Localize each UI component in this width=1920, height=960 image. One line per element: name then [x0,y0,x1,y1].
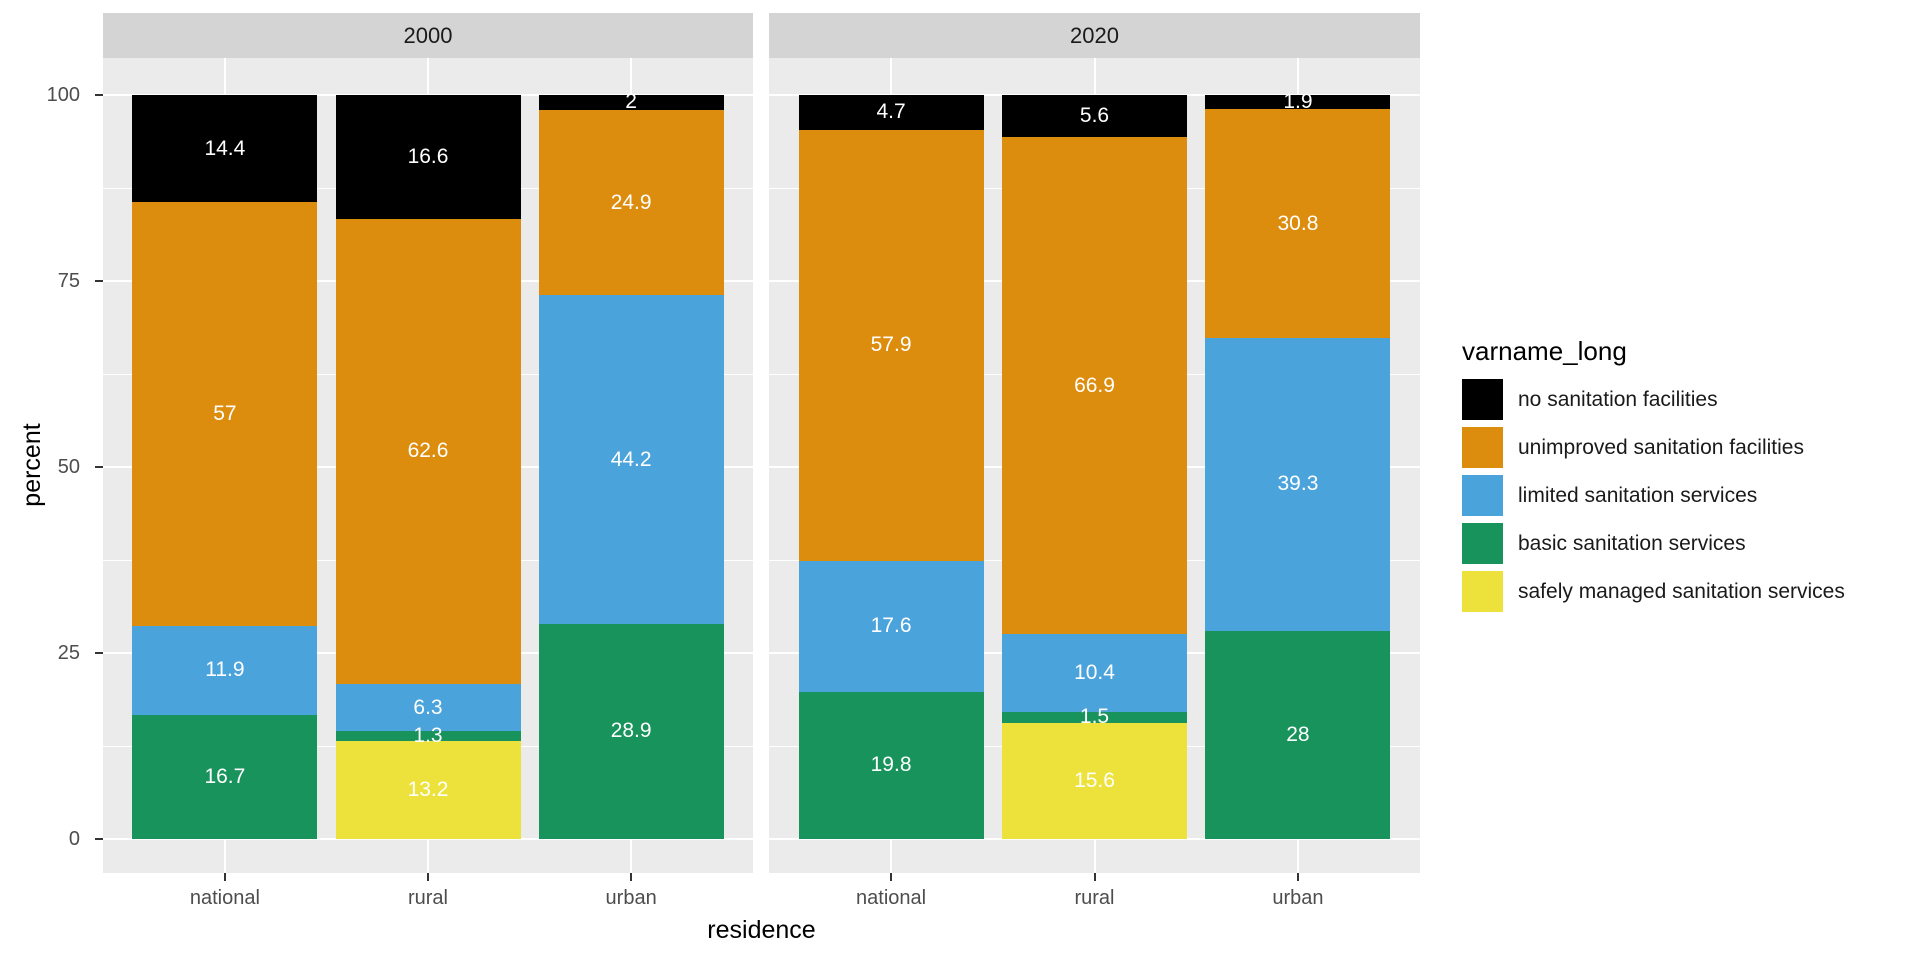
bar-segment [798,560,984,692]
bar-segment [335,684,521,732]
bar-segment [1002,136,1187,635]
x-tick-label: rural [1074,887,1115,909]
legend-item-label: basic sanitation services [1518,531,1746,555]
y-tick-label: 75 [57,270,80,292]
y-tick-mark [95,94,103,96]
bar-segment [132,714,318,839]
facet-strip-label: 2020 [1070,22,1119,48]
bar-segment [798,129,984,561]
facet-strip: 2020 [769,13,1420,58]
facet-panel: 19.8 17.6 57.9 4.7 15.6 1.5 10.4 66.9 5.6 28 39.3 3… [769,58,1420,873]
x-tick-label: urban [1272,887,1324,909]
bar-segment [1205,109,1391,339]
facet-panel: 16.7 11.9 57 14.4 13.2 1.3 6.3 62.6 16.6 28.9 44.2… [103,58,753,873]
facet-strip-label: 2000 [403,22,453,48]
facet-strip: 2000 [103,13,753,58]
x-tick-mark [1093,873,1096,881]
x-tick-mark [630,873,633,881]
x-tick-label: national [856,887,927,909]
x-tick-mark [427,873,429,881]
bar-segment [335,740,521,839]
y-tick-mark [95,466,103,468]
legend-color-swatch [1462,571,1503,612]
y-tick-label: 50 [57,456,80,478]
y-tick-label: 25 [57,642,80,664]
bar-segment [132,626,318,715]
bar-segment [335,731,521,741]
legend-items: no sanitation facilities unimproved sanit… [1462,379,1845,612]
legend-item-label: no sanitation facilities [1518,387,1718,411]
y-tick-label: 100 [46,84,80,106]
legend-color-swatch [1462,379,1503,420]
bar-segment [798,691,984,839]
legend-item: basic sanitation services [1462,523,1845,564]
x-tick-label: national [189,887,260,909]
bar-segment [1205,338,1391,631]
y-tick-mark [95,280,103,282]
bar-segment [132,95,318,203]
legend-item-label: safely managed sanitation services [1518,579,1845,603]
x-tick-label: rural [407,887,448,909]
y-tick-mark [95,652,103,654]
bar-segment [538,295,724,624]
bar-segment [538,95,724,110]
x-tick-mark [223,873,226,881]
x-tick-mark [1296,873,1299,881]
bar-segment [1002,634,1187,712]
legend-item: no sanitation facilities [1462,379,1845,420]
x-tick-label: urban [605,887,657,909]
bar-segment [335,218,521,685]
x-axis-title: residence [707,916,816,944]
bar-segment [798,95,984,130]
y-tick-label: 0 [68,828,80,850]
bar-segment [132,202,318,627]
legend: varname_long no sanitation facilities uni… [1462,336,1845,619]
bar-segment [1205,630,1391,839]
legend-title: varname_long [1462,336,1627,366]
legend-item: unimproved sanitation facilities [1462,427,1845,468]
bar-segment [1002,711,1187,723]
x-tick-mark [890,873,893,881]
legend-color-swatch [1462,475,1503,516]
bar-segment [1002,722,1187,839]
bar-segment [335,95,521,219]
y-tick-mark [95,838,103,840]
legend-item: safely managed sanitation services [1462,571,1845,612]
legend-color-swatch [1462,523,1503,564]
bar-segment [538,623,724,839]
legend-color-swatch [1462,427,1503,468]
bar-segment [1205,95,1391,110]
bar-segment [1002,95,1187,137]
bar-segment [538,109,724,296]
legend-item-label: limited sanitation services [1518,483,1758,507]
legend-item: limited sanitation services [1462,475,1845,516]
legend-item-label: unimproved sanitation facilities [1518,435,1804,459]
